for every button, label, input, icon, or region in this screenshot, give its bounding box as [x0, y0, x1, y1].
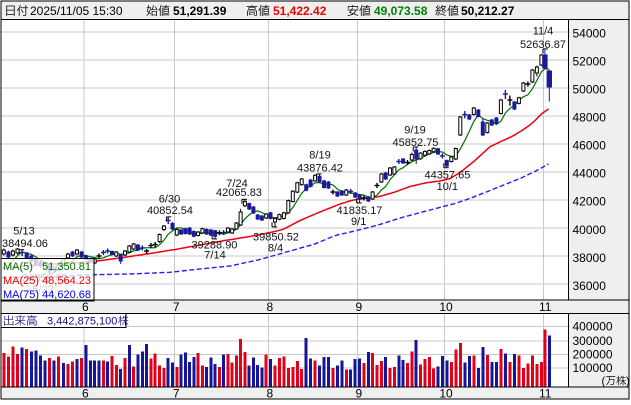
svg-text:44000: 44000 [573, 167, 607, 181]
svg-text:11: 11 [539, 300, 552, 314]
svg-text:): ) [626, 376, 630, 388]
svg-text:7/14: 7/14 [204, 250, 225, 262]
svg-text:50,212.27: 50,212.27 [461, 4, 515, 18]
svg-text:46000: 46000 [573, 139, 607, 153]
svg-text:400000: 400000 [573, 320, 613, 334]
svg-text:6: 6 [82, 387, 89, 401]
svg-text:9: 9 [356, 387, 363, 401]
svg-text:9/1: 9/1 [351, 216, 366, 228]
svg-text:2025/11/05 15:30: 2025/11/05 15:30 [30, 4, 123, 18]
svg-text:50000: 50000 [573, 83, 607, 97]
svg-text:48,564.23: 48,564.23 [42, 275, 91, 287]
svg-text:45852.75: 45852.75 [393, 137, 439, 149]
svg-text:38494.06: 38494.06 [2, 238, 48, 250]
svg-text:5/13: 5/13 [13, 226, 34, 238]
svg-text:39850.52: 39850.52 [253, 232, 299, 244]
svg-text:40852.54: 40852.54 [147, 205, 193, 217]
svg-text:300000: 300000 [573, 334, 613, 348]
svg-text:6: 6 [82, 300, 89, 314]
svg-text:51,291.39: 51,291.39 [173, 4, 227, 18]
svg-text:44,620.68: 44,620.68 [42, 289, 91, 301]
svg-text:11: 11 [539, 387, 552, 401]
svg-text:52000: 52000 [573, 55, 607, 69]
svg-text:MA(75): MA(75) [3, 289, 39, 301]
svg-text:9: 9 [356, 300, 363, 314]
svg-text:100000: 100000 [573, 361, 613, 375]
svg-text:7: 7 [173, 300, 180, 314]
svg-text:9/19: 9/19 [404, 125, 425, 137]
svg-text:8: 8 [266, 300, 273, 314]
svg-text:6/30: 6/30 [159, 194, 180, 206]
svg-text:MA(25): MA(25) [3, 275, 39, 287]
svg-text:54000: 54000 [573, 26, 607, 40]
svg-text:36000: 36000 [573, 279, 607, 293]
svg-text:48000: 48000 [573, 111, 607, 125]
svg-text:7/24: 7/24 [226, 178, 247, 190]
svg-text:52636.87: 52636.87 [520, 39, 566, 51]
svg-text:3,442,875,100: 3,442,875,100 [47, 316, 117, 328]
svg-text:8/4: 8/4 [268, 243, 283, 255]
svg-text:38000: 38000 [573, 251, 607, 265]
svg-text:51,422.42: 51,422.42 [273, 4, 327, 18]
svg-text:44357.65: 44357.65 [424, 170, 470, 182]
svg-text:40000: 40000 [573, 223, 607, 237]
svg-text:11/4: 11/4 [533, 26, 554, 38]
svg-text:10/1: 10/1 [437, 181, 458, 193]
svg-text:200000: 200000 [573, 347, 613, 361]
svg-text:10: 10 [439, 300, 453, 314]
svg-text:10: 10 [439, 387, 453, 401]
svg-text:41835.17: 41835.17 [337, 205, 383, 217]
svg-text:8/19: 8/19 [309, 150, 330, 162]
svg-text:8: 8 [266, 387, 273, 401]
svg-text:7: 7 [173, 387, 180, 401]
svg-text:42000: 42000 [573, 195, 607, 209]
svg-text:43876.42: 43876.42 [297, 163, 343, 175]
svg-text:49,073.58: 49,073.58 [374, 4, 428, 18]
svg-text:MA(5): MA(5) [3, 261, 33, 273]
svg-text:51,350.81: 51,350.81 [42, 261, 91, 273]
svg-text:39288.90: 39288.90 [192, 240, 238, 252]
svg-text:(: ( [602, 376, 606, 388]
svg-text:42065.83: 42065.83 [216, 187, 262, 199]
